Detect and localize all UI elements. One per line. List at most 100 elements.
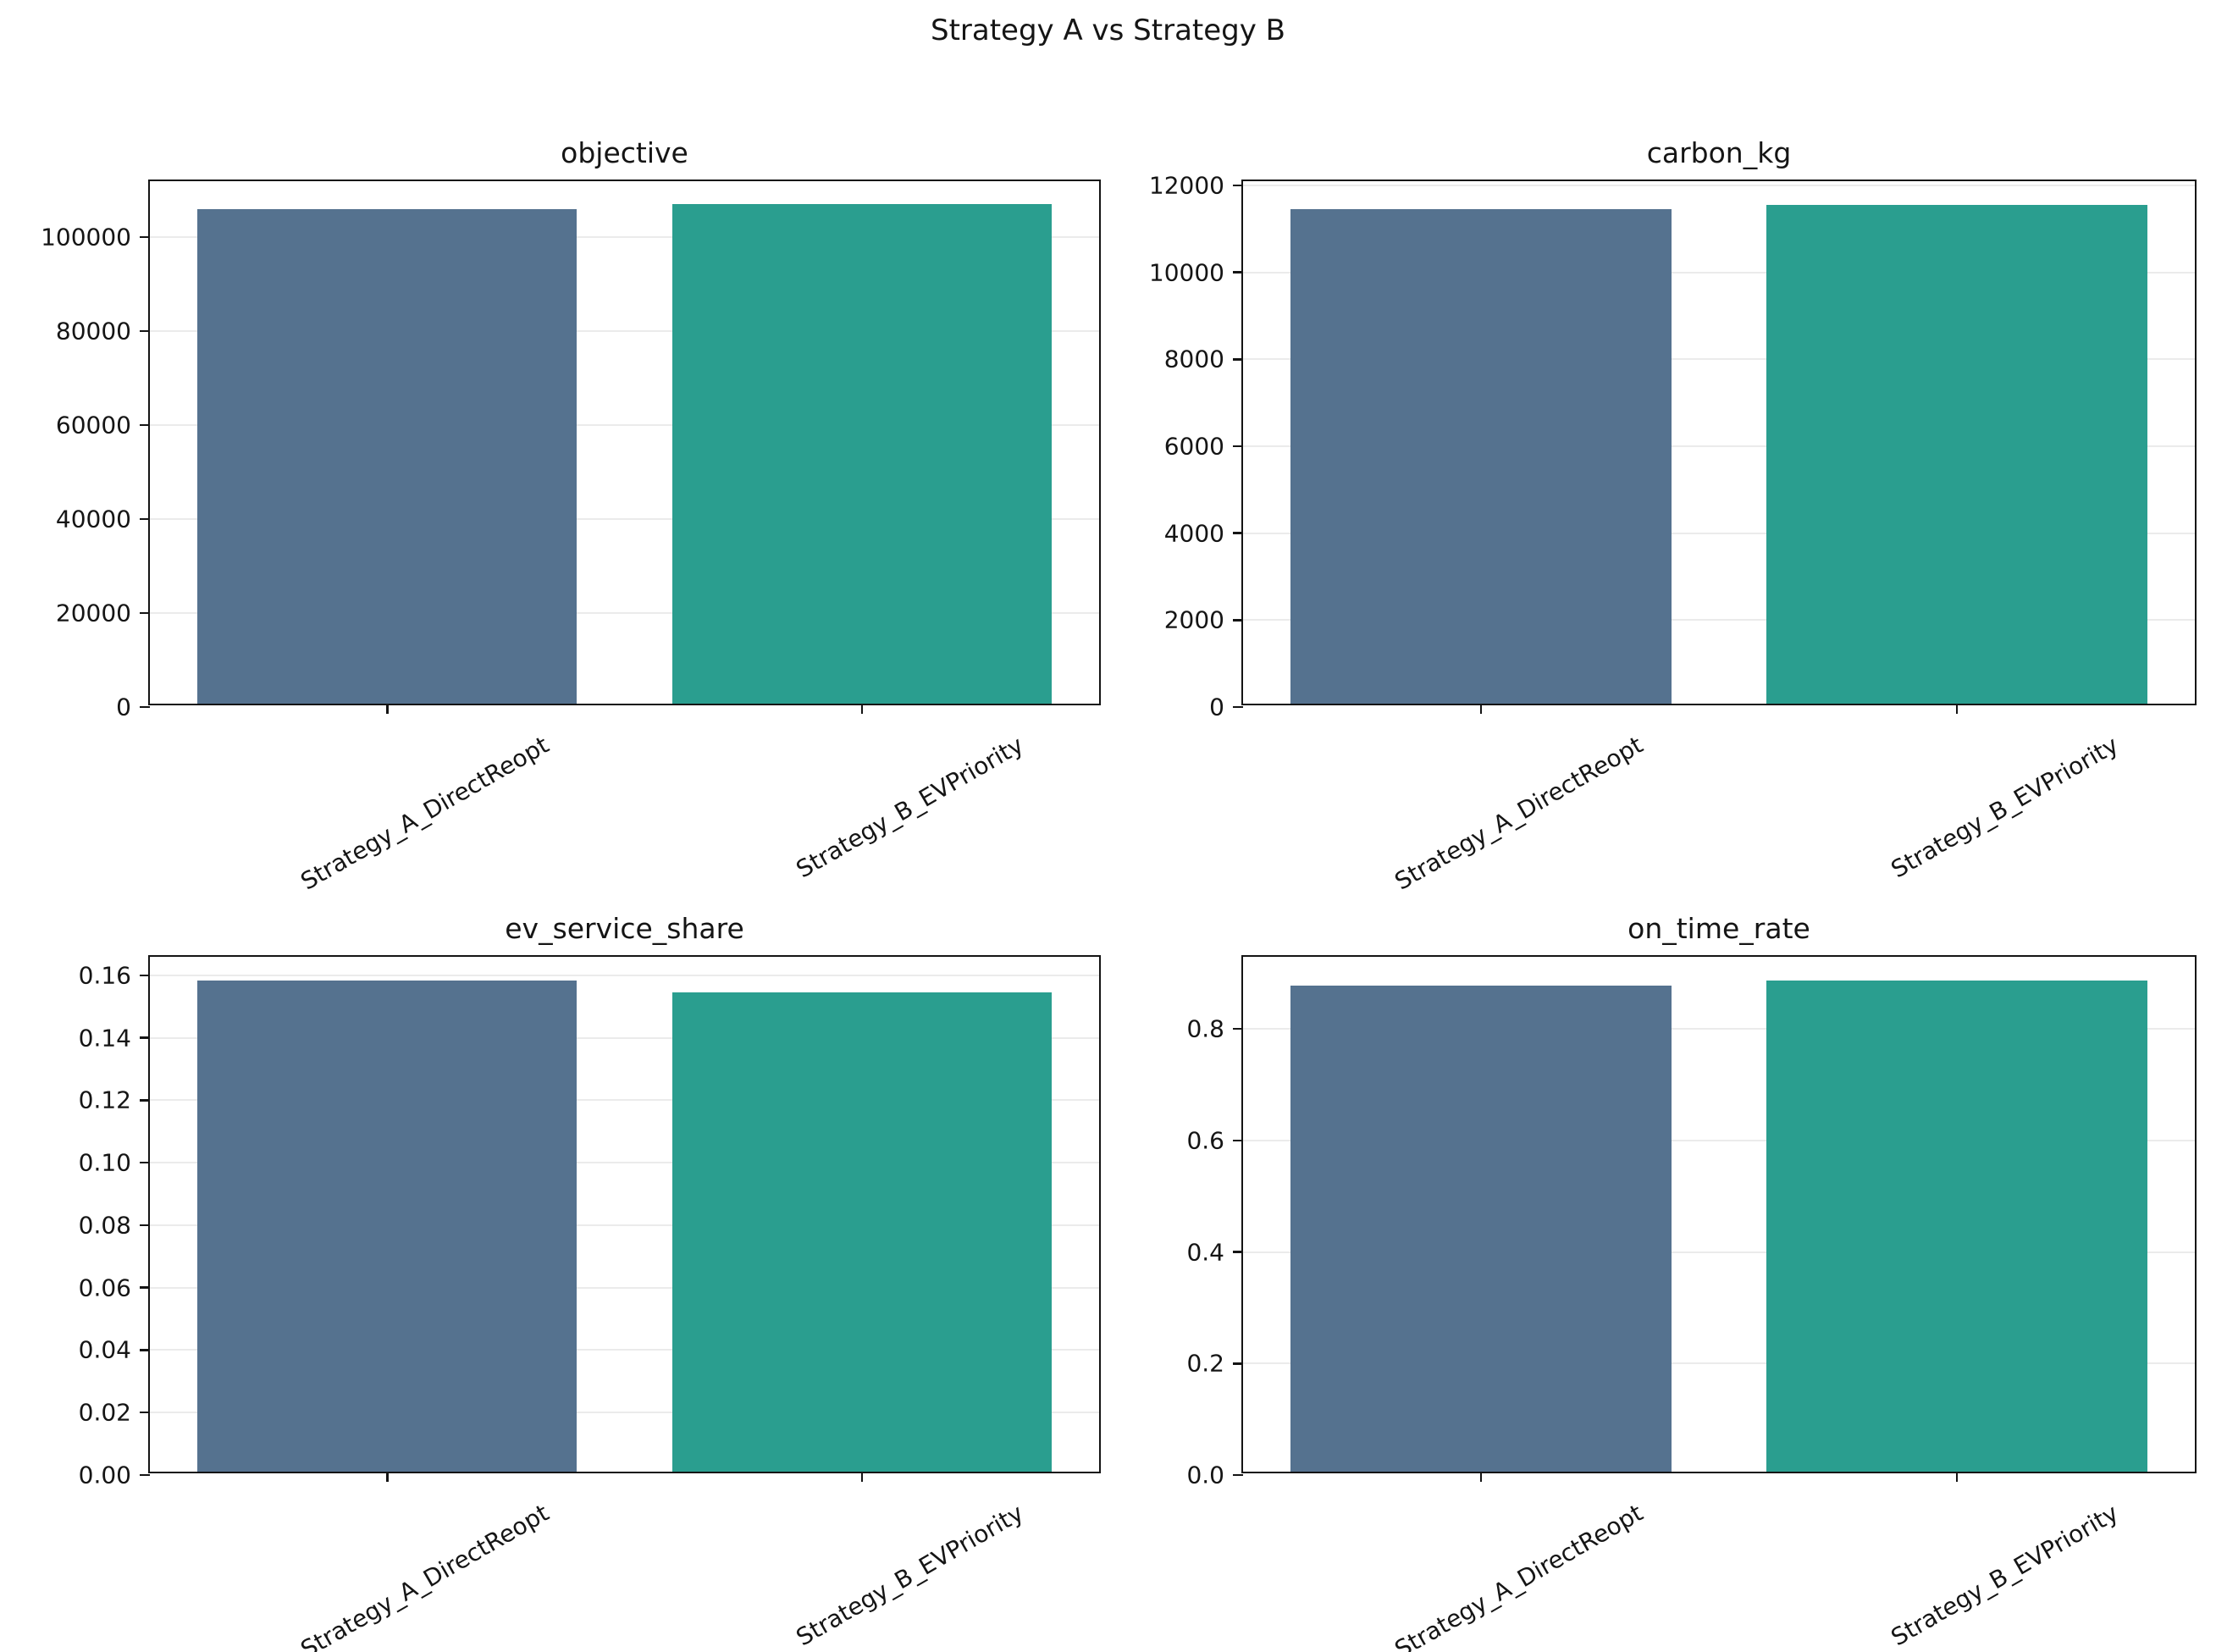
y-tick-label: 8000 <box>1163 345 1224 373</box>
y-tick-mark <box>140 329 150 333</box>
y-tick-label: 10000 <box>1148 258 1224 287</box>
gridline <box>150 612 1099 614</box>
gridline <box>1243 358 2195 361</box>
gridline <box>150 518 1099 521</box>
y-tick-mark <box>1233 1362 1243 1365</box>
y-tick-mark <box>1233 1139 1243 1142</box>
bar-strategy-b-evpriority <box>1766 205 2147 704</box>
y-tick-mark <box>1233 619 1243 622</box>
gridline <box>150 1412 1099 1414</box>
x-tick-mark <box>1955 704 1959 714</box>
x-tick-mark <box>386 704 389 714</box>
y-tick-mark <box>1233 1251 1243 1253</box>
chart-on-time-rate: on_time_rate 0.0 0.2 0.4 0.6 0.8 Strategy_A_D… <box>1186 912 2197 1652</box>
y-tick-label: 0.00 <box>78 1461 131 1489</box>
x-tick-label: Strategy_B_EVPriority <box>791 1499 1029 1652</box>
gridline <box>1243 1028 2195 1030</box>
gridline <box>150 1224 1099 1226</box>
y-tick-mark <box>1233 1027 1243 1030</box>
y-tick-label: 0.0 <box>1186 1461 1224 1489</box>
y-tick-label: 4000 <box>1163 519 1224 548</box>
gridline <box>1243 184 2195 186</box>
y-tick-mark <box>1233 532 1243 534</box>
y-tick-label: 0.02 <box>78 1398 131 1427</box>
x-tick-mark <box>860 704 863 714</box>
y-tick-label: 0.14 <box>78 1024 131 1053</box>
y-tick-label: 0.10 <box>78 1148 131 1177</box>
x-tick-mark <box>1479 1472 1483 1482</box>
y-tick-label: 40000 <box>55 505 131 533</box>
y-tick-label: 0.2 <box>1186 1349 1224 1378</box>
x-tick-label: Strategy_B_EVPriority <box>791 731 1029 884</box>
chart-carbon-kg: carbon_kg 0 2000 4000 6000 8000 10000 12000 Str… <box>1149 136 2197 896</box>
bar-strategy-a-directreopt <box>1290 986 1672 1472</box>
bar-strategy-b-evpriority <box>671 992 1052 1472</box>
chart-objective: objective 0 20000 40000 60000 80000 100000 Str… <box>41 136 1101 896</box>
gridline <box>150 236 1099 239</box>
y-tick-mark <box>140 1224 150 1227</box>
chart-title-carbon-kg: carbon_kg <box>1646 136 1792 169</box>
x-tick-mark <box>1955 1472 1959 1482</box>
y-tick-label: 2000 <box>1163 605 1224 634</box>
y-tick-mark <box>140 611 150 615</box>
y-tick-mark <box>140 1411 150 1414</box>
x-tick-mark <box>386 1472 389 1482</box>
x-tick-label: Strategy_B_EVPriority <box>1886 1499 2124 1652</box>
y-tick-label: 0 <box>1209 693 1224 721</box>
y-tick-mark <box>1233 184 1243 187</box>
y-tick-mark <box>140 1036 150 1039</box>
y-tick-label: 6000 <box>1163 432 1224 461</box>
y-tick-label: 0.8 <box>1186 1014 1224 1043</box>
y-tick-mark <box>1233 358 1243 361</box>
y-tick-label: 100000 <box>41 223 131 251</box>
x-tick-mark <box>860 1472 863 1482</box>
gridline <box>150 424 1099 427</box>
y-tick-label: 0.16 <box>78 961 131 990</box>
chart-title-objective: objective <box>561 136 688 169</box>
bar-strategy-a-directreopt <box>197 209 577 704</box>
y-tick-mark <box>140 235 150 239</box>
y-tick-mark <box>140 1286 150 1289</box>
y-tick-label: 80000 <box>55 317 131 345</box>
gridline <box>150 1036 1099 1039</box>
gridline <box>150 1286 1099 1289</box>
x-tick-label: Strategy_A_DirectReopt <box>296 731 554 896</box>
y-tick-label: 0.08 <box>78 1211 131 1240</box>
y-tick-mark <box>1233 445 1243 448</box>
gridline <box>1243 532 2195 534</box>
y-tick-mark <box>140 1161 150 1164</box>
y-tick-label: 0.6 <box>1186 1126 1224 1155</box>
gridline <box>1243 1362 2195 1365</box>
gridline <box>150 974 1099 976</box>
y-tick-label: 0.04 <box>78 1335 131 1364</box>
bar-strategy-a-directreopt <box>1290 209 1672 704</box>
x-tick-label: Strategy_B_EVPriority <box>1886 731 2124 884</box>
y-tick-label: 0.12 <box>78 1086 131 1114</box>
y-tick-label: 0.06 <box>78 1274 131 1302</box>
y-tick-label: 60000 <box>55 411 131 439</box>
y-tick-mark <box>140 1349 150 1351</box>
gridline <box>150 330 1099 333</box>
x-tick-label: Strategy_A_DirectReopt <box>1390 731 1648 896</box>
bar-strategy-b-evpriority <box>671 204 1052 704</box>
chart-title-on-time-rate: on_time_rate <box>1627 912 1810 945</box>
x-tick-mark <box>1479 704 1483 714</box>
figure-suptitle: Strategy A vs Strategy B <box>930 14 1285 47</box>
gridline <box>1243 1251 2195 1253</box>
gridline <box>150 1349 1099 1351</box>
gridline <box>1243 271 2195 273</box>
gridline <box>1243 445 2195 447</box>
x-tick-label: Strategy_A_DirectReopt <box>1390 1499 1648 1652</box>
chart-title-ev-service-share: ev_service_share <box>505 912 744 945</box>
y-tick-mark <box>140 423 150 427</box>
gridline <box>1243 1139 2195 1141</box>
y-tick-label: 20000 <box>55 599 131 627</box>
x-tick-label: Strategy_A_DirectReopt <box>296 1499 554 1652</box>
gridline <box>150 1162 1099 1164</box>
bar-strategy-a-directreopt <box>197 980 577 1472</box>
gridline <box>1243 619 2195 622</box>
y-tick-mark <box>1233 705 1243 709</box>
y-tick-mark <box>1233 271 1243 273</box>
y-tick-mark <box>1233 1473 1243 1477</box>
